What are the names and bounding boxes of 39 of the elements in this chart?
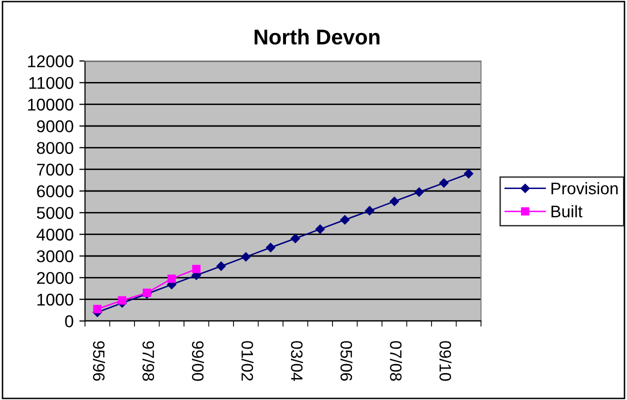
x-tick-label: 07/08 bbox=[390, 341, 402, 381]
y-tick-label: 3000 bbox=[36, 250, 74, 262]
legend-label: Built bbox=[552, 205, 582, 218]
point bbox=[414, 187, 424, 197]
point bbox=[266, 242, 276, 252]
point bbox=[390, 196, 399, 206]
point bbox=[241, 252, 250, 262]
point bbox=[464, 169, 474, 178]
x-tick-label: 97/98 bbox=[142, 341, 155, 381]
y-tick-label: 7000 bbox=[37, 164, 74, 176]
x-tick-label: 03/04 bbox=[290, 341, 304, 381]
point bbox=[439, 178, 448, 188]
y-tick-label: 1000 bbox=[37, 294, 74, 306]
chart-title: North Devon bbox=[254, 28, 380, 45]
x-tick-label: 01/02 bbox=[241, 341, 254, 381]
point bbox=[290, 234, 300, 244]
legend-label: Provision bbox=[552, 182, 618, 194]
y-tick-label: 10000 bbox=[28, 98, 74, 111]
y-tick-label: 6000 bbox=[37, 185, 74, 198]
y-tick-label: 9000 bbox=[36, 120, 74, 132]
x-tick-label: 09/10 bbox=[439, 341, 452, 381]
y-tick-label: 5000 bbox=[36, 206, 74, 219]
y-tick-label: 2000 bbox=[37, 272, 74, 284]
x-tick-label: 95/96 bbox=[92, 341, 106, 381]
x-tick-label: 99/00 bbox=[192, 341, 204, 381]
y-tick-label: 8000 bbox=[36, 142, 74, 154]
point bbox=[93, 304, 102, 314]
y-tick-label: 11000 bbox=[29, 76, 74, 89]
y-tick-label: 12000 bbox=[28, 55, 74, 68]
y-tick-label: 4000 bbox=[36, 228, 74, 241]
point bbox=[167, 274, 176, 283]
x-tick-label: 05/06 bbox=[340, 341, 353, 381]
point bbox=[192, 264, 201, 274]
y-tick-label: 0 bbox=[65, 315, 74, 328]
point bbox=[118, 296, 126, 305]
point bbox=[365, 206, 374, 216]
point bbox=[316, 224, 325, 234]
point bbox=[216, 262, 226, 271]
point bbox=[340, 215, 350, 224]
